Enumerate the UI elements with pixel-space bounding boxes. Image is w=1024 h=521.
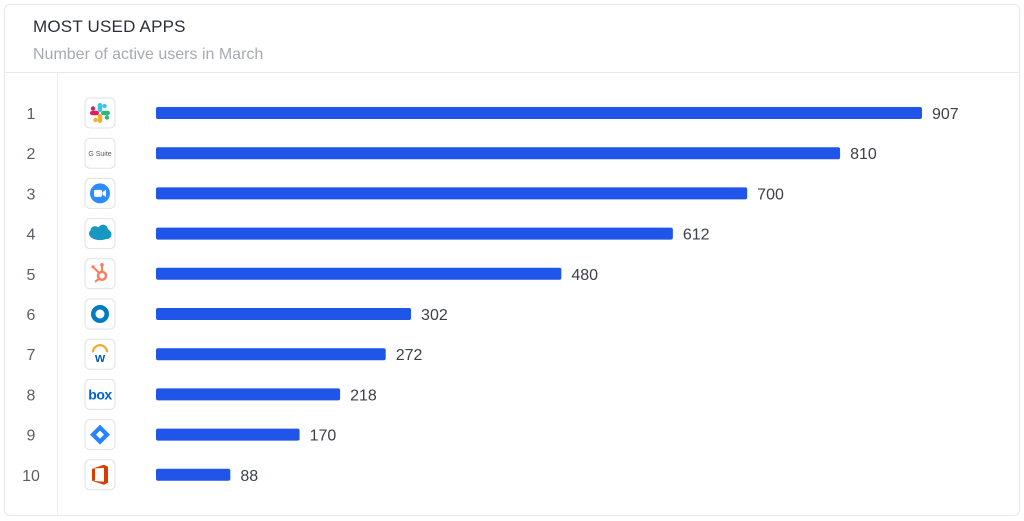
- rank-label: 9: [27, 428, 36, 445]
- chart-subtitle: Number of active users in March: [33, 46, 264, 63]
- hubspot-icon: [84, 258, 116, 290]
- rank-label: 1: [27, 106, 36, 123]
- value-label: 218: [350, 387, 377, 404]
- rank-label: 6: [27, 307, 36, 324]
- value-label: 700: [757, 186, 784, 203]
- gsuite-icon: G Suite: [84, 137, 116, 169]
- bar: [156, 468, 231, 481]
- office-icon: [84, 459, 116, 491]
- value-label: 272: [396, 347, 423, 364]
- workday-icon: w: [84, 338, 116, 370]
- box-icon: box: [84, 378, 116, 410]
- zoom-icon: [84, 177, 116, 209]
- rank-label: 2: [27, 146, 36, 163]
- value-label: 907: [932, 106, 959, 123]
- rank-label: 7: [27, 347, 36, 364]
- chart-card: MOST USED APPS Number of active users in…: [4, 4, 1020, 516]
- okta-icon: [84, 298, 116, 330]
- svg-text:G Suite: G Suite: [88, 151, 111, 158]
- rank-column-divider: [57, 73, 58, 515]
- svg-text:w: w: [94, 350, 106, 365]
- value-label: 480: [571, 267, 598, 284]
- chart-title: MOST USED APPS: [33, 17, 186, 36]
- bar: [156, 348, 386, 361]
- bar: [156, 187, 748, 200]
- salesforce-icon: [84, 218, 116, 250]
- value-label: 88: [240, 468, 258, 485]
- value-label: 302: [421, 307, 448, 324]
- bar: [156, 308, 412, 320]
- bar-chart: 1 907 2 G Suite 810 3 700 4 612 5 480 6 302 7 w 272 8 box…: [22, 97, 959, 491]
- bar: [156, 227, 673, 240]
- bar: [156, 428, 300, 441]
- rank-label: 10: [22, 468, 40, 485]
- bar: [156, 267, 562, 280]
- rank-label: 3: [27, 186, 36, 203]
- rank-label: 8: [27, 387, 36, 404]
- bar: [156, 147, 841, 160]
- chart-header: MOST USED APPS Number of active users in…: [5, 5, 1019, 73]
- jira-icon: [84, 419, 116, 451]
- bar: [156, 388, 341, 401]
- value-label: 612: [683, 227, 710, 244]
- bar: [156, 107, 922, 119]
- rank-label: 5: [27, 267, 36, 284]
- rank-label: 4: [27, 227, 36, 244]
- slack-icon: [84, 97, 116, 129]
- value-label: 810: [850, 146, 877, 163]
- svg-text:box: box: [88, 386, 112, 402]
- value-label: 170: [310, 428, 337, 445]
